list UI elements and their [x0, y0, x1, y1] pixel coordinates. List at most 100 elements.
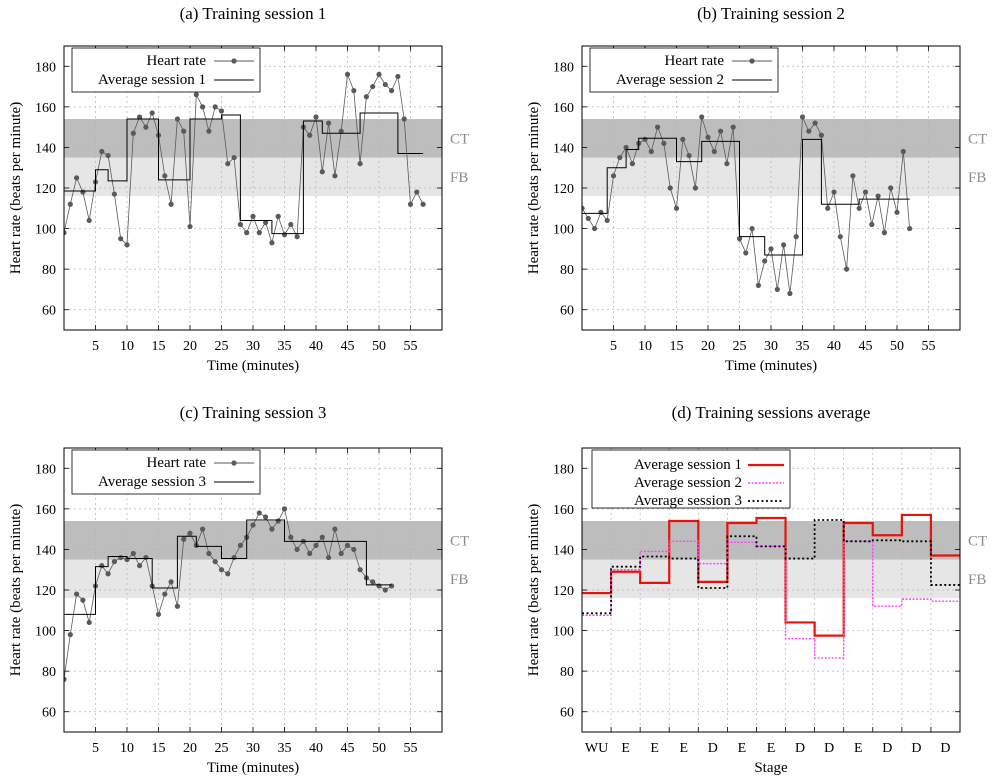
x-tick-label: 35	[796, 339, 810, 354]
y-tick-label: 100	[553, 625, 574, 640]
heart-rate-point	[888, 185, 894, 191]
heart-rate-point	[124, 242, 130, 248]
x-tick-label: 50	[890, 339, 904, 354]
x-tick-label: 5	[92, 741, 99, 756]
y-tick-label: 60	[42, 304, 56, 319]
heart-rate-point	[137, 563, 143, 569]
x-tick-label: E	[621, 741, 630, 756]
heart-rate-point	[812, 120, 818, 126]
fb-zone-band	[582, 559, 960, 599]
heart-rate-point	[244, 230, 250, 236]
heart-rate-point	[67, 201, 73, 207]
plot-area	[582, 513, 960, 659]
heart-rate-point	[105, 571, 111, 577]
heart-rate-point	[831, 189, 837, 195]
heart-rate-point	[768, 246, 774, 252]
fb-zone-label: FB	[450, 170, 468, 186]
heart-rate-point	[118, 554, 124, 561]
y-tick-label: 60	[560, 304, 574, 319]
legend-marker-heart-rate	[231, 58, 237, 64]
x-tick-label: 30	[246, 339, 260, 354]
y-tick-label: 140	[553, 543, 574, 558]
heart-rate-point	[64, 230, 67, 236]
x-tick-label: 15	[152, 339, 166, 354]
x-tick-label: 45	[341, 339, 355, 354]
x-tick-label: 30	[246, 741, 260, 756]
heart-rate-point	[155, 611, 162, 617]
heart-rate-point	[382, 587, 388, 593]
legend-label-session-1: Average session 1	[634, 457, 742, 473]
heart-rate-point	[269, 240, 275, 246]
heart-rate-point	[389, 88, 395, 94]
heart-rate-point	[900, 148, 906, 155]
heart-rate-point	[344, 542, 351, 548]
plot-area	[582, 114, 913, 297]
y-tick-label: 60	[42, 706, 56, 721]
heart-rate-point	[200, 526, 206, 532]
heart-rate-point	[370, 579, 376, 585]
heart-rate-point	[389, 583, 395, 589]
heart-rate-point	[74, 591, 80, 597]
legend-box	[71, 47, 261, 93]
x-tick-label: 40	[827, 339, 841, 354]
heart-rate-point	[275, 518, 281, 524]
ct-zone-label: CT	[450, 533, 469, 549]
heart-rate-point	[187, 223, 193, 230]
heart-rate-point	[793, 234, 799, 240]
heart-rate-point	[269, 526, 275, 532]
legend-box	[71, 449, 261, 495]
heart-rate-point	[610, 173, 617, 179]
heart-rate-point	[856, 205, 862, 211]
x-tick-label: 20	[183, 339, 197, 354]
y-tick-label: 160	[35, 503, 56, 518]
heart-rate-point	[730, 124, 736, 130]
legend-box	[591, 449, 791, 509]
heart-rate-point	[661, 140, 667, 146]
heart-rate-point	[370, 83, 376, 90]
heart-rate-point	[288, 221, 294, 228]
x-tick-label: E	[738, 741, 747, 756]
heart-rate-point	[275, 213, 281, 219]
heart-rate-point	[407, 201, 414, 207]
x-tick-label: 5	[92, 339, 99, 354]
plot-frame	[63, 45, 443, 331]
heart-rate-point	[326, 554, 332, 561]
heart-rate-point	[869, 221, 875, 228]
heart-rate-point	[875, 193, 881, 199]
x-tick-label: 55	[922, 339, 936, 354]
heart-rate-point	[250, 522, 256, 528]
heart-rate-point	[376, 583, 382, 589]
y-tick-label: 160	[35, 101, 56, 116]
x-tick-label: 50	[372, 741, 386, 756]
legend-label-heart-rate: Heart rate	[664, 53, 724, 69]
heart-rate-point	[263, 514, 269, 520]
heart-rate-point	[212, 559, 218, 565]
heart-rate-point	[363, 94, 369, 100]
x-axis-label: Time (minutes)	[207, 760, 299, 776]
series-average-session-1	[582, 513, 960, 637]
fb-zone-label: FB	[968, 572, 986, 588]
heart-rate-point	[281, 232, 288, 238]
average-step-line	[64, 112, 424, 235]
y-tick-label: 140	[35, 141, 56, 156]
ct-zone-label: CT	[968, 533, 987, 549]
ct-zone-label: CT	[450, 131, 469, 147]
plot-frame	[581, 45, 961, 331]
x-tick-label: WU	[585, 741, 608, 756]
heart-rate-point	[825, 205, 831, 211]
series-average-session-3	[582, 519, 960, 615]
heart-rate-point	[99, 148, 105, 155]
chart-title-a: (a) Training session 1	[180, 4, 327, 23]
heart-rate-point	[212, 104, 218, 110]
x-tick-label: E	[679, 741, 688, 756]
y-tick-label: 80	[560, 665, 574, 680]
heart-rate-line	[64, 73, 424, 246]
heart-rate-point	[313, 542, 319, 548]
heart-rate-point	[881, 230, 888, 236]
heart-rate-point	[313, 114, 319, 120]
heart-rate-point	[143, 124, 149, 130]
panel-a: (a) Training session 1 CT FB 60 80 100 120 140 1…	[8, 4, 469, 374]
legend-label-session-3: Average session 3	[634, 493, 742, 509]
y-tick-label: 120	[553, 182, 574, 197]
heart-rate-point	[250, 213, 256, 219]
